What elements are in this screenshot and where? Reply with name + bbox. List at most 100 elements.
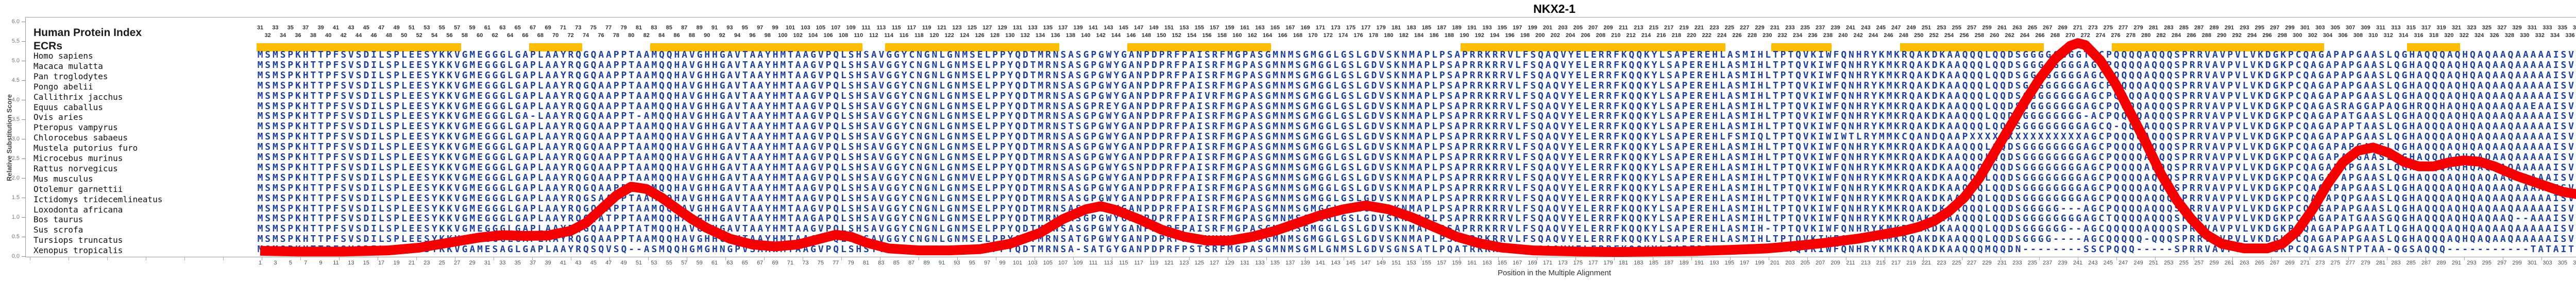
y-tick-mark: [22, 256, 25, 257]
human-index-number: 270: [2065, 32, 2075, 39]
alignment-position-number: 259: [2209, 260, 2219, 266]
species-label: Mustela putorius furo: [33, 143, 138, 153]
alignment-position-number: 95: [969, 260, 975, 266]
human-index-number: 90: [704, 32, 710, 39]
species-label: Rattus norvegicus: [33, 163, 118, 173]
sequence-row: MSMSPKHTTPFSVSDILSPLEESYKKVGMEGGGLGAPLAA…: [257, 59, 2576, 70]
alignment-position-number: 267: [2270, 260, 2280, 266]
alignment-position-number: 5: [289, 260, 292, 266]
alignment-position-number: 287: [2421, 260, 2431, 266]
alignment-position-number: 55: [666, 260, 672, 266]
alignment-position-number: 203: [1785, 260, 1795, 266]
human-index-number: 264: [2020, 32, 2030, 39]
sequence-row: MSMSPKHTTPFSVSDILSPLEESYKKVGMEGGGLGAPLAA…: [257, 49, 2576, 60]
y-tick-mark: [22, 119, 25, 120]
x-axis-minor-tick: [107, 257, 108, 260]
human-index-number: 104: [808, 32, 818, 39]
human-index-number: 182: [1399, 32, 1409, 39]
human-index-number: 207: [1588, 25, 1598, 31]
alignment-position-number: 301: [2527, 260, 2537, 266]
alignment-position-number: 93: [954, 260, 960, 266]
human-index-number: 138: [1065, 32, 1076, 39]
alignment-position-number: 161: [1467, 260, 1477, 266]
human-index-number: 280: [2141, 32, 2151, 39]
human-index-number: 305: [2330, 25, 2340, 31]
species-label: Ovis aries: [33, 112, 83, 122]
alignment-position-number: 159: [1452, 260, 1462, 266]
human-index-number: 178: [1368, 32, 1379, 39]
alignment-position-number: 145: [1346, 260, 1355, 266]
species-label: Pteropus vampyrus: [33, 122, 118, 133]
y-tick-mark: [22, 80, 25, 81]
alignment-position-number: 27: [454, 260, 461, 266]
alignment-position-number: 111: [1089, 260, 1098, 266]
x-axis-minor-tick: [841, 257, 842, 260]
alignment-position-number: 101: [1012, 260, 1023, 266]
alignment-position-number: 157: [1437, 260, 1447, 266]
human-index-number: 252: [1929, 32, 1939, 39]
human-index-number: 320: [2444, 32, 2454, 39]
human-index-number: 234: [1792, 32, 1803, 39]
human-index-number: 72: [567, 32, 574, 39]
human-index-number: 332: [2535, 32, 2545, 39]
human-index-number: 71: [560, 25, 567, 31]
human-index-number: 227: [1740, 25, 1750, 31]
human-index-number: 119: [922, 25, 931, 31]
human-index-number: 194: [1489, 32, 1500, 39]
human-index-number: 155: [1194, 25, 1204, 31]
alignment-position-number: 129: [1225, 260, 1234, 266]
human-index-number: 249: [1906, 25, 1916, 31]
human-index-number: 309: [2361, 25, 2370, 31]
alignment-position-number: 13: [348, 260, 354, 266]
human-index-number: 38: [310, 32, 317, 39]
human-index-number: 278: [2126, 32, 2136, 39]
human-index-number: 76: [598, 32, 604, 39]
human-index-number: 49: [393, 25, 400, 31]
alignment-position-number: 225: [1952, 260, 1961, 266]
human-index-number: 242: [1853, 32, 1863, 39]
human-index-number: 125: [967, 25, 977, 31]
y-tick-mark: [22, 217, 25, 218]
human-index-number: 74: [582, 32, 589, 39]
human-index-number: 84: [658, 32, 665, 39]
human-index-number: 267: [2043, 25, 2053, 31]
species-label: Otolemur garnettii: [33, 184, 123, 194]
human-index-number: 297: [2270, 25, 2280, 31]
alignment-position-number: 15: [363, 260, 369, 266]
alignment-position-number: 269: [2285, 260, 2295, 266]
human-index-number: 43: [348, 25, 354, 31]
human-index-number: 142: [1096, 32, 1106, 39]
human-index-number: 228: [1747, 32, 1757, 39]
human-index-number: 136: [1050, 32, 1060, 39]
ecrs-row-label: ECRs: [33, 40, 63, 52]
human-index-number: 184: [1414, 32, 1424, 39]
alignment-position-number: 23: [423, 260, 430, 266]
human-index-number: 114: [884, 32, 893, 39]
human-index-number: 247: [1891, 25, 1901, 31]
human-index-number: 159: [1225, 25, 1234, 31]
human-index-number: 176: [1353, 32, 1363, 39]
human-index-number: 41: [332, 25, 340, 31]
human-index-number: 56: [446, 32, 453, 39]
y-tick-label: 0.5: [11, 234, 20, 240]
human-index-number: 218: [1671, 32, 1682, 39]
alignment-position-number: 19: [393, 260, 400, 266]
human-index-number: 83: [651, 25, 657, 31]
alignment-position-number: 67: [757, 260, 764, 266]
alignment-position-number: 299: [2512, 260, 2522, 266]
sequence-row: MSMSPKHTTPFSVSDILSPLEESYKKVGMEGGGLGAPLAA…: [257, 192, 2576, 204]
sequence-row: MSMSPKHTTPFSVSDILSPLEESYKKVGMEGGGLGAPLAA…: [257, 213, 2576, 224]
sequence-row: MSMSPKHTTPFSVSDILSPLEESYKKVGMEGGGLGAPLAA…: [257, 172, 2576, 183]
human-index-number: 133: [1028, 25, 1038, 31]
human-index-number: 319: [2436, 25, 2446, 31]
human-index-number: 265: [2027, 25, 2037, 31]
alignment-position-number: 131: [1240, 260, 1250, 266]
alignment-position-number: 83: [878, 260, 885, 266]
alignment-position-number: 31: [484, 260, 491, 266]
alignment-position-number: 197: [1740, 260, 1750, 266]
human-index-number: 96: [749, 32, 756, 39]
human-index-number: 62: [492, 32, 498, 39]
human-index-number: 317: [2421, 25, 2431, 31]
alignment-position-number: 285: [2406, 260, 2416, 266]
alignment-position-number: 141: [1315, 260, 1326, 266]
